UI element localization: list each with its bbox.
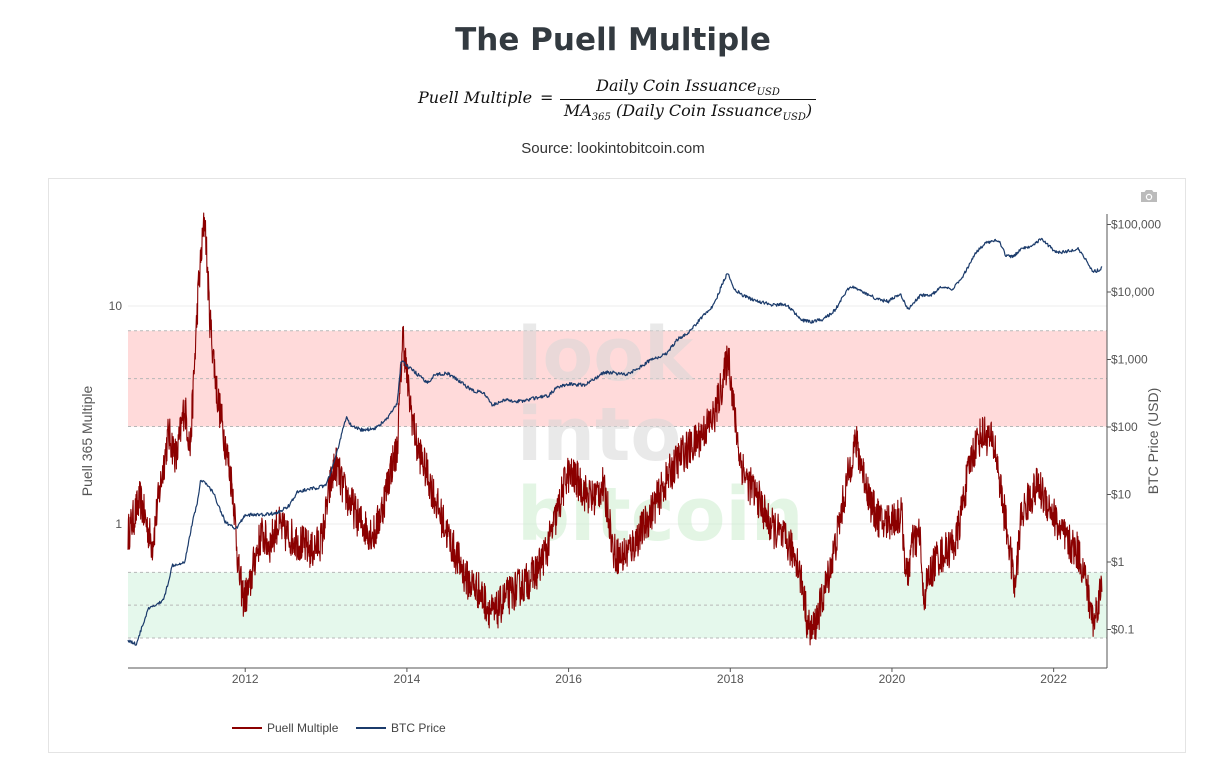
formula-numerator: Daily Coin IssuanceUSD: [560, 76, 816, 98]
watermark-line-2: into: [517, 392, 681, 478]
x-tick-label: 2020: [879, 672, 906, 686]
y-right-tick-label: $100,000: [1111, 218, 1161, 232]
y-left-tick-label: 10: [109, 299, 123, 313]
zone-bands: [128, 330, 1107, 639]
series-puell-multiple: [127, 212, 1103, 646]
legend-label: Puell Multiple: [267, 721, 339, 735]
formula-numerator-sub: USD: [756, 87, 780, 99]
watermark: lookintobitcoin: [517, 312, 803, 558]
y-right-tick-label: $1: [1111, 555, 1125, 569]
legend-label: BTC Price: [391, 721, 446, 735]
y-left-tick-label: 1: [115, 517, 122, 531]
y-left-axis-title: Puell 365 Multiple: [79, 386, 95, 497]
page-title: The Puell Multiple: [455, 22, 771, 58]
formula-ma: MA: [563, 101, 592, 120]
formula-equals: =: [540, 88, 554, 107]
series-line: [127, 237, 1103, 646]
formula-lhs: Puell Multiple: [418, 88, 533, 107]
y-right-tick-label: $10,000: [1111, 285, 1155, 299]
y-right-tick-label: $10: [1111, 488, 1131, 502]
y-right-tick-label: $100: [1111, 420, 1138, 434]
formula-denominator-close: ): [805, 101, 813, 120]
series-layer: [127, 212, 1103, 646]
y-right-tick-label: $0.1: [1111, 623, 1135, 637]
chart-container: [48, 178, 1186, 753]
y-right-tick-label: $1,000: [1111, 353, 1148, 367]
source-label: Source: lookintobitcoin.com: [521, 140, 705, 157]
legend: Puell Multiple BTC Price: [232, 721, 446, 735]
formula-denominator: MA365 (Daily Coin IssuanceUSD): [560, 101, 816, 123]
y-right-axis-title: BTC Price (USD): [1145, 388, 1161, 495]
watermark-line-1: look: [517, 312, 695, 398]
formula-ma-sub: 365: [591, 112, 611, 124]
x-tick-label: 2016: [555, 672, 582, 686]
axes: 1 10 Puell 365 Multiple $0.1 $1 $10 $100 $1,000…: [79, 214, 1161, 686]
x-tick-label: 2012: [232, 672, 259, 686]
x-tick-label: 2014: [394, 672, 421, 686]
camera-icon[interactable]: [1140, 189, 1158, 203]
formula-numerator-text: Daily Coin Issuance: [596, 76, 757, 95]
x-tick-label: 2018: [717, 672, 744, 686]
series-line: [127, 212, 1103, 646]
x-tick-label: 2022: [1040, 672, 1067, 686]
formula-denominator-sub: USD: [782, 112, 806, 124]
formula-denominator-text: (Daily Coin Issuance: [610, 101, 783, 120]
series-btc-price: [127, 237, 1103, 646]
formula-fraction-bar: [560, 99, 816, 100]
